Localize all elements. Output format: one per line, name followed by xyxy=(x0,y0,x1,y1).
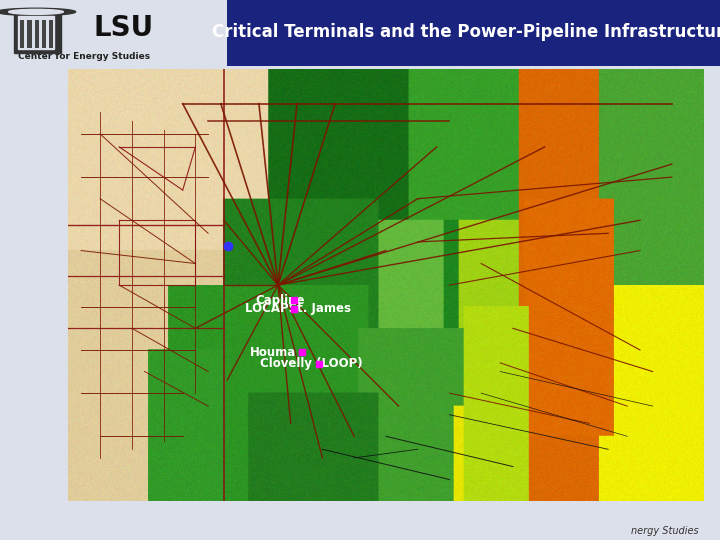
Circle shape xyxy=(9,9,63,15)
Bar xyxy=(27,21,32,48)
Text: LSU: LSU xyxy=(94,14,154,42)
Text: nergy Studies: nergy Studies xyxy=(631,525,698,536)
Text: Clovelly (LOOP): Clovelly (LOOP) xyxy=(260,357,363,370)
Circle shape xyxy=(0,8,76,16)
Text: Capline: Capline xyxy=(256,294,305,307)
Bar xyxy=(49,21,53,48)
Bar xyxy=(18,16,54,49)
Text: LOCAPSt. James: LOCAPSt. James xyxy=(245,302,351,315)
Text: Critical Terminals and the Power-Pipeline Infrastructure: Critical Terminals and the Power-Pipelin… xyxy=(212,23,720,40)
Bar xyxy=(35,21,39,48)
Bar xyxy=(42,21,46,48)
Text: Center for Energy Studies: Center for Energy Studies xyxy=(18,52,150,60)
Bar xyxy=(14,13,61,53)
Bar xyxy=(20,21,24,48)
Text: Houma: Houma xyxy=(249,346,296,359)
Bar xyxy=(227,0,720,66)
